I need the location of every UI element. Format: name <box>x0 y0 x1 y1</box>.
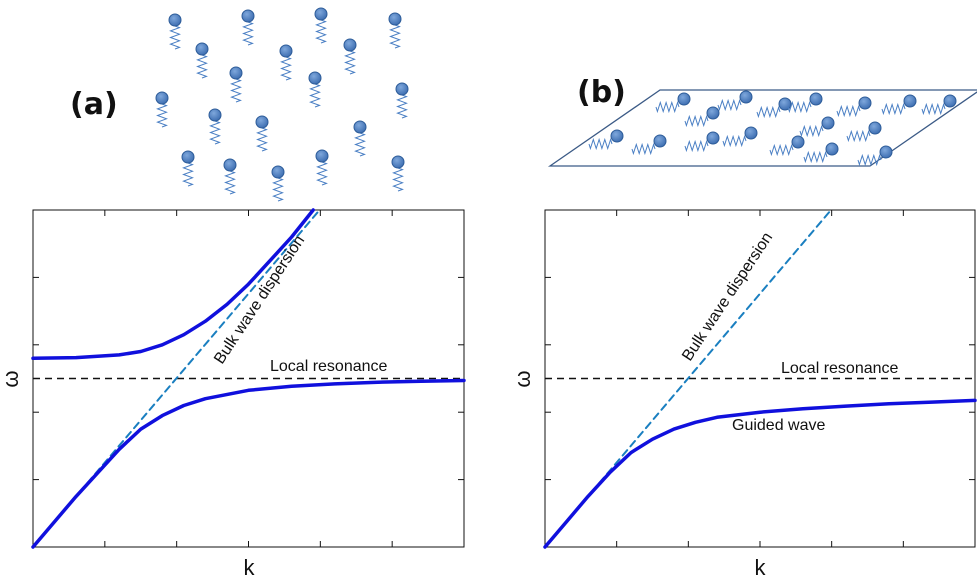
resonator-mass <box>308 71 322 85</box>
resonator-mass <box>778 97 792 111</box>
resonator-mass <box>791 135 805 149</box>
resonator-mass <box>271 165 285 179</box>
spring <box>655 100 680 114</box>
local-resonance-label: Local resonance <box>781 360 899 377</box>
plot-b-ticks <box>545 210 975 547</box>
spring <box>803 150 828 164</box>
resonator-mass <box>677 92 691 106</box>
resonator-mass <box>858 96 872 110</box>
resonator-mass <box>229 66 243 80</box>
spring <box>631 142 656 156</box>
spring <box>392 167 404 192</box>
spring <box>717 98 742 112</box>
spring <box>224 170 236 195</box>
resonator-mass <box>903 94 917 108</box>
resonator-mass <box>706 131 720 145</box>
resonator-mass <box>208 108 222 122</box>
resonator-mass <box>809 92 823 106</box>
resonator-mass <box>610 129 624 143</box>
spring <box>169 25 181 50</box>
x-axis-label-a: k <box>244 555 256 579</box>
resonator-mass <box>181 150 195 164</box>
resonator-mass <box>744 126 758 140</box>
resonator-mass <box>879 145 893 159</box>
spring <box>588 137 613 151</box>
resonator-mass <box>739 90 753 104</box>
spring <box>242 21 254 46</box>
upper-branch-curve <box>31 208 315 361</box>
spring <box>836 104 861 118</box>
resonator-mass <box>223 158 237 172</box>
plot-a: Local resonance Bulk wave dispersion k ω <box>0 208 466 579</box>
resonator-mass <box>943 94 957 108</box>
resonator-mass <box>241 9 255 23</box>
spring <box>272 177 284 202</box>
resonator-mass <box>155 91 169 105</box>
resonator-mass <box>353 120 367 134</box>
spring <box>209 120 221 145</box>
panel-b-resonator-plate <box>547 89 977 167</box>
y-axis-label-b: ω <box>510 370 535 387</box>
spring <box>722 134 747 148</box>
resonator-mass <box>314 7 328 21</box>
spring <box>857 153 882 167</box>
plate-outline <box>547 89 977 167</box>
plot-a-ticks <box>33 210 464 547</box>
panel-b-label: (b) <box>577 75 626 110</box>
guided-wave-label: Guided wave <box>732 417 825 434</box>
spring <box>354 132 366 157</box>
resonator-mass <box>195 42 209 56</box>
spring <box>315 19 327 44</box>
resonator-mass <box>279 44 293 58</box>
spring <box>787 100 812 114</box>
spring <box>799 124 824 138</box>
plot-b: Local resonance Bulk wave dispersion Gui… <box>510 209 977 579</box>
resonator-mass <box>388 12 402 26</box>
guided-wave-curve <box>543 398 977 549</box>
spring <box>309 83 321 108</box>
lower-branch-curve <box>31 378 466 549</box>
spring <box>182 162 194 187</box>
spring <box>156 103 168 128</box>
resonator-mass <box>255 115 269 129</box>
spring <box>756 105 781 119</box>
spring <box>769 143 794 157</box>
spring <box>230 78 242 103</box>
spring <box>684 139 709 153</box>
spring <box>316 161 328 186</box>
x-axis-label-b: k <box>755 555 767 579</box>
resonator-mass <box>395 82 409 96</box>
spring <box>846 129 871 143</box>
panel-a-resonator-array <box>155 7 409 202</box>
bulk-wave-dispersion-label: Bulk wave dispersion <box>211 232 308 367</box>
resonator-mass <box>391 155 405 169</box>
resonator-mass <box>343 38 357 52</box>
spring <box>344 50 356 75</box>
spring <box>196 54 208 79</box>
panel-a-label: (a) <box>70 87 118 122</box>
resonator-mass <box>868 121 882 135</box>
resonator-mass <box>168 13 182 27</box>
spring <box>881 102 906 116</box>
spring <box>684 114 709 128</box>
y-axis-label-a: ω <box>0 370 23 387</box>
spring <box>921 102 946 116</box>
spring <box>396 94 408 119</box>
bulk-wave-dispersion-label: Bulk wave dispersion <box>679 229 776 364</box>
resonator-mass <box>821 116 835 130</box>
spring <box>389 24 401 49</box>
spring <box>280 56 292 81</box>
resonator-mass <box>706 106 720 120</box>
local-resonance-label: Local resonance <box>270 358 388 375</box>
resonator-mass <box>315 149 329 163</box>
resonator-mass <box>825 142 839 156</box>
spring <box>256 127 268 152</box>
resonator-mass <box>653 134 667 148</box>
